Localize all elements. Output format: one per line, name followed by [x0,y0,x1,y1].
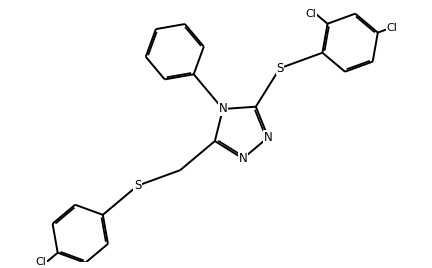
Text: N: N [219,102,227,116]
Text: Cl: Cl [386,23,397,32]
Text: S: S [134,179,141,192]
Text: N: N [264,131,273,144]
Text: Cl: Cl [35,257,46,267]
Text: N: N [238,152,247,165]
Text: Cl: Cl [305,9,316,19]
Text: S: S [276,62,283,75]
